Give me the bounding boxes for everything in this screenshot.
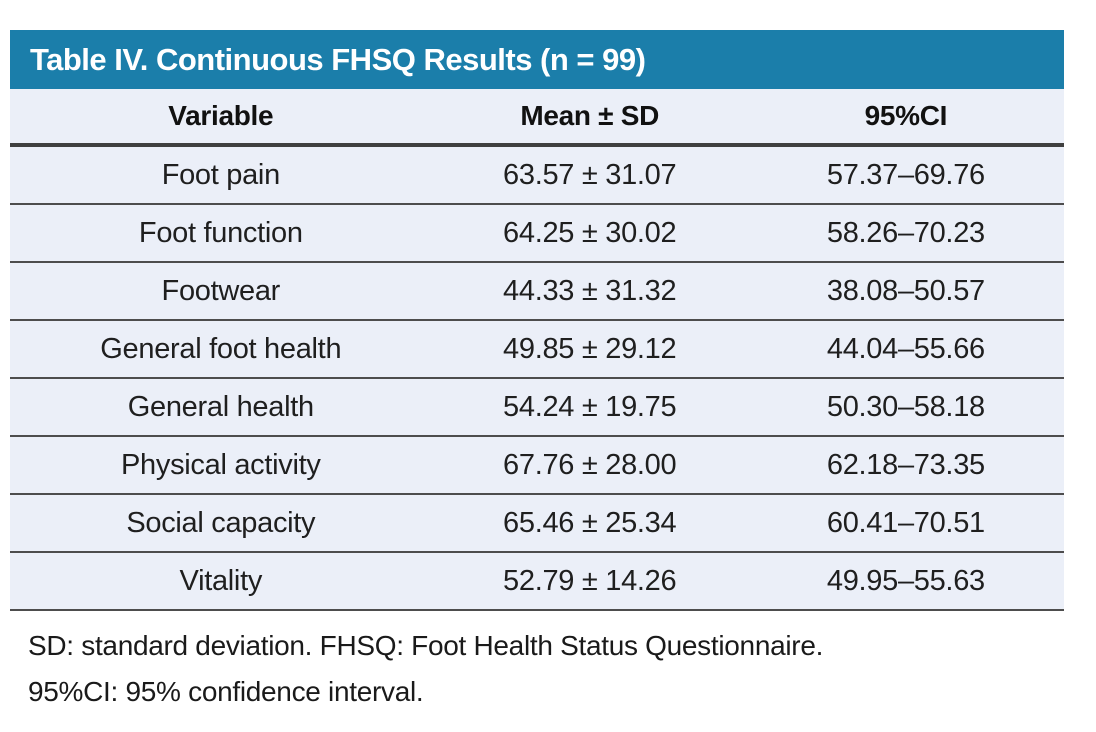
footnote-line-2: 95%CI: 95% confidence interval. [28, 676, 424, 707]
variable-cell: Vitality [179, 564, 263, 597]
variable-cell: Footwear [161, 274, 281, 307]
table-header-row: Variable Mean ± SD 95%CI [10, 89, 1064, 147]
table-title: Table IV. Continuous FHSQ Results (n = 9… [30, 41, 646, 77]
variable-cell: Foot pain [161, 158, 281, 191]
ci-cell: 38.08–50.57 [826, 274, 985, 307]
table-title-bar: Table IV. Continuous FHSQ Results (n = 9… [10, 30, 1064, 89]
ci-cell: 44.04–55.66 [826, 332, 985, 365]
table-row-physical-activity: Physical activity 67.76 ± 28.00 62.18–73… [10, 437, 1064, 495]
variable-cell: Foot function [138, 216, 303, 249]
footnote-line-1: SD: standard deviation. FHSQ: Foot Healt… [28, 630, 824, 661]
table-row-vitality: Vitality 52.79 ± 14.26 49.95–55.63 [10, 553, 1064, 611]
mean-sd-cell: 64.25 ± 30.02 [503, 216, 677, 249]
table-row-general-foot-health: General foot health 49.85 ± 29.12 44.04–… [10, 321, 1064, 379]
column-header-variable: Variable [168, 100, 274, 131]
variable-cell: Social capacity [126, 506, 316, 539]
table-row-foot-function: Foot function 64.25 ± 30.02 58.26–70.23 [10, 205, 1064, 263]
column-header-mean-sd: Mean ± SD [520, 100, 660, 131]
ci-cell: 62.18–73.35 [826, 448, 985, 481]
ci-cell: 49.95–55.63 [826, 564, 985, 597]
ci-cell: 57.37–69.76 [826, 158, 985, 191]
variable-cell: General health [127, 390, 314, 423]
mean-sd-cell: 65.46 ± 25.34 [503, 506, 677, 539]
table-row-social-capacity: Social capacity 65.46 ± 25.34 60.41–70.5… [10, 495, 1064, 553]
mean-sd-cell: 63.57 ± 31.07 [503, 158, 677, 191]
variable-cell: General foot health [100, 332, 342, 365]
mean-sd-cell: 44.33 ± 31.32 [503, 274, 677, 307]
mean-sd-cell: 49.85 ± 29.12 [503, 332, 677, 365]
fhsq-results-table: Table IV. Continuous FHSQ Results (n = 9… [10, 30, 1064, 715]
mean-sd-cell: 67.76 ± 28.00 [503, 448, 677, 481]
table-row-general-health: General health 54.24 ± 19.75 50.30–58.18 [10, 379, 1064, 437]
table-row-foot-pain: Foot pain 63.57 ± 31.07 57.37–69.76 [10, 147, 1064, 205]
ci-cell: 58.26–70.23 [826, 216, 985, 249]
variable-cell: Physical activity [121, 448, 321, 481]
mean-sd-cell: 54.24 ± 19.75 [503, 390, 677, 423]
table-row-footwear: Footwear 44.33 ± 31.32 38.08–50.57 [10, 263, 1064, 321]
mean-sd-cell: 52.79 ± 14.26 [503, 564, 677, 597]
column-header-ci: 95%CI [864, 100, 948, 131]
table-footnotes: SD: standard deviation. FHSQ: Foot Healt… [10, 623, 1064, 715]
ci-cell: 50.30–58.18 [826, 390, 985, 423]
ci-cell: 60.41–70.51 [826, 506, 985, 539]
